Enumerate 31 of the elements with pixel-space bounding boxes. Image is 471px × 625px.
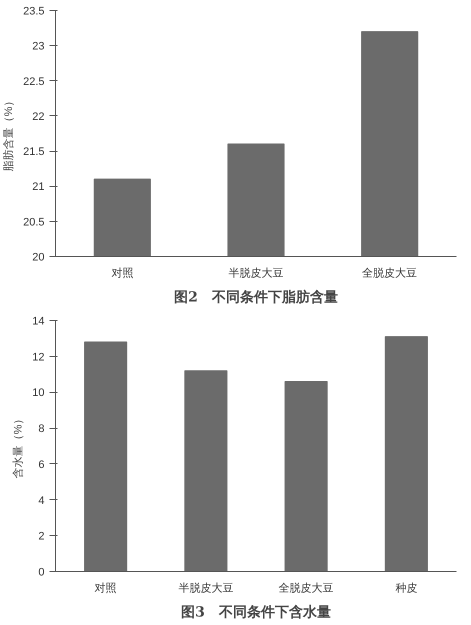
y-tick-label: 23: [32, 40, 45, 53]
y-tick-label: 14: [32, 316, 45, 328]
y-axis-title: 含水量（%）: [11, 414, 24, 478]
x-tick-label: 全脱皮大豆: [278, 582, 334, 594]
y-tick-label: 10: [32, 387, 45, 400]
y-tick-label: 12: [32, 351, 45, 364]
x-tick-label: 对照: [94, 582, 117, 594]
y-tick-label: 0: [38, 566, 45, 578]
y-tick-label: 6: [38, 458, 45, 471]
bar: [384, 336, 428, 572]
y-tick-label: 20.5: [23, 216, 45, 228]
text: 图2 不同条件下脂肪含量: [174, 288, 338, 306]
x-tick-label: 全脱皮大豆: [362, 266, 418, 280]
bar: [84, 342, 128, 572]
y-axis-title: 脂肪含量（%）: [2, 96, 16, 172]
y-tick-label: 22: [32, 110, 45, 123]
x-tick-label: 半脱皮大豆: [228, 266, 284, 280]
x-tick-label: 对照: [111, 266, 134, 280]
bar: [284, 380, 328, 572]
y-tick-label: 22.5: [23, 76, 45, 88]
x-tick-label: 种皮: [395, 582, 418, 594]
y-tick-label: 8: [38, 423, 45, 436]
x-tick-label: 半脱皮大豆: [178, 582, 234, 594]
y-tick-label: 20: [32, 252, 45, 264]
y-tick-label: 4: [38, 494, 45, 507]
y-tick-label: 21.5: [23, 146, 45, 158]
y-tick-label: 21: [32, 181, 45, 194]
text: 图3 不同条件下含水量: [181, 604, 331, 620]
y-tick-label: 23.5: [23, 6, 45, 18]
bar: [184, 370, 228, 572]
y-tick-label: 2: [38, 530, 45, 543]
